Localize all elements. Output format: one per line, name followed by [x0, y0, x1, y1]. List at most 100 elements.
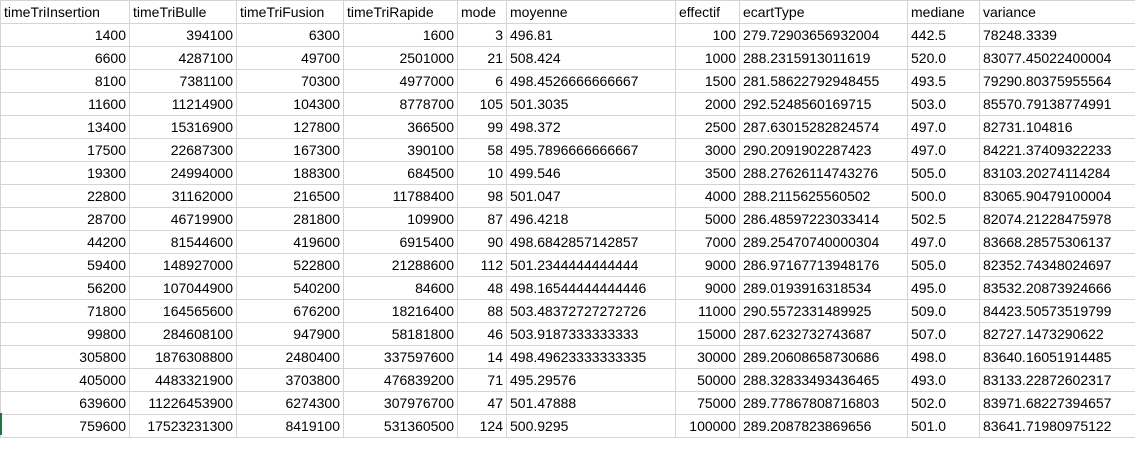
cell-ecartType[interactable]: 292.5248560169715	[739, 92, 908, 116]
cell-ecartType[interactable]: 289.20608658730686	[739, 345, 908, 369]
cell-timeTriBulle[interactable]: 31162000	[129, 184, 237, 208]
cell-effectif[interactable]: 15000	[675, 322, 740, 346]
cell-ecartType[interactable]: 286.48597223033414	[739, 207, 908, 231]
header-cell-mediane[interactable]: mediane	[907, 0, 980, 24]
cell-effectif[interactable]: 5000	[675, 207, 740, 231]
header-cell-moyenne[interactable]: moyenne	[506, 0, 676, 24]
cell-moyenne[interactable]: 495.7896666666667	[506, 138, 676, 162]
cell-ecartType[interactable]: 289.2087823869656	[739, 414, 908, 438]
cell-timeTriFusion[interactable]: 522800	[236, 253, 344, 277]
cell-timeTriFusion[interactable]: 947900	[236, 322, 344, 346]
cell-timeTriRapide[interactable]: 21288600	[343, 253, 458, 277]
cell-variance[interactable]: 83133.22872602317	[979, 368, 1135, 392]
cell-timeTriRapide[interactable]: 307976700	[343, 391, 458, 415]
cell-ecartType[interactable]: 286.97167713948176	[739, 253, 908, 277]
cell-mediane[interactable]: 501.0	[907, 414, 980, 438]
cell-variance[interactable]: 82727.1473290622	[979, 322, 1135, 346]
cell-timeTriFusion[interactable]: 49700	[236, 46, 344, 70]
cell-effectif[interactable]: 3000	[675, 138, 740, 162]
cell-timeTriBulle[interactable]: 164565600	[129, 299, 237, 323]
cell-timeTriBulle[interactable]: 15316900	[129, 115, 237, 139]
cell-timeTriFusion[interactable]: 104300	[236, 92, 344, 116]
cell-timeTriRapide[interactable]: 2501000	[343, 46, 458, 70]
cell-effectif[interactable]: 9000	[675, 253, 740, 277]
cell-timeTriFusion[interactable]: 676200	[236, 299, 344, 323]
cell-timeTriInsertion[interactable]: 22800	[0, 184, 130, 208]
cell-ecartType[interactable]: 289.0193916318534	[739, 276, 908, 300]
cell-effectif[interactable]: 2500	[675, 115, 740, 139]
cell-timeTriInsertion[interactable]: 99800	[0, 322, 130, 346]
cell-timeTriInsertion[interactable]: 405000	[0, 368, 130, 392]
cell-ecartType[interactable]: 289.25470740000304	[739, 230, 908, 254]
cell-ecartType[interactable]: 281.58622792948455	[739, 69, 908, 93]
cell-mediane[interactable]: 497.0	[907, 115, 980, 139]
cell-variance[interactable]: 83532.20873924666	[979, 276, 1135, 300]
cell-timeTriRapide[interactable]: 18216400	[343, 299, 458, 323]
cell-timeTriInsertion[interactable]: 6600	[0, 46, 130, 70]
cell-timeTriFusion[interactable]: 281800	[236, 207, 344, 231]
cell-moyenne[interactable]: 499.546	[506, 161, 676, 185]
header-cell-timeTriBulle[interactable]: timeTriBulle	[129, 0, 237, 24]
cell-ecartType[interactable]: 289.77867808716803	[739, 391, 908, 415]
cell-timeTriInsertion[interactable]: 1400	[0, 23, 130, 47]
cell-timeTriInsertion[interactable]: 44200	[0, 230, 130, 254]
cell-mode[interactable]: 87	[457, 207, 507, 231]
cell-variance[interactable]: 84423.50573519799	[979, 299, 1135, 323]
cell-timeTriRapide[interactable]: 337597600	[343, 345, 458, 369]
cell-timeTriInsertion[interactable]: 8100	[0, 69, 130, 93]
cell-mediane[interactable]: 498.0	[907, 345, 980, 369]
cell-moyenne[interactable]: 501.3035	[506, 92, 676, 116]
cell-effectif[interactable]: 11000	[675, 299, 740, 323]
cell-variance[interactable]: 85570.79138774991	[979, 92, 1135, 116]
cell-timeTriRapide[interactable]: 8778700	[343, 92, 458, 116]
cell-mediane[interactable]: 495.0	[907, 276, 980, 300]
cell-timeTriBulle[interactable]: 11226453900	[129, 391, 237, 415]
header-cell-effectif[interactable]: effectif	[675, 0, 740, 24]
cell-variance[interactable]: 82352.74348024697	[979, 253, 1135, 277]
cell-effectif[interactable]: 75000	[675, 391, 740, 415]
cell-mediane[interactable]: 505.0	[907, 161, 980, 185]
cell-timeTriFusion[interactable]: 167300	[236, 138, 344, 162]
cell-timeTriBulle[interactable]: 81544600	[129, 230, 237, 254]
cell-timeTriRapide[interactable]: 6915400	[343, 230, 458, 254]
cell-timeTriFusion[interactable]: 8419100	[236, 414, 344, 438]
header-cell-timeTriInsertion[interactable]: timeTriInsertion	[0, 0, 130, 24]
cell-mode[interactable]: 48	[457, 276, 507, 300]
cell-variance[interactable]: 83103.20274114284	[979, 161, 1135, 185]
cell-timeTriBulle[interactable]: 4483321900	[129, 368, 237, 392]
cell-variance[interactable]: 83077.45022400004	[979, 46, 1135, 70]
cell-mediane[interactable]: 502.5	[907, 207, 980, 231]
cell-mode[interactable]: 99	[457, 115, 507, 139]
cell-timeTriBulle[interactable]: 284608100	[129, 322, 237, 346]
cell-timeTriFusion[interactable]: 6300	[236, 23, 344, 47]
cell-mediane[interactable]: 505.0	[907, 253, 980, 277]
cell-effectif[interactable]: 50000	[675, 368, 740, 392]
cell-mode[interactable]: 98	[457, 184, 507, 208]
cell-variance[interactable]: 82074.21228475978	[979, 207, 1135, 231]
cell-moyenne[interactable]: 495.29576	[506, 368, 676, 392]
cell-mode[interactable]: 105	[457, 92, 507, 116]
cell-ecartType[interactable]: 290.5572331489925	[739, 299, 908, 323]
cell-timeTriBulle[interactable]: 7381100	[129, 69, 237, 93]
cell-mode[interactable]: 21	[457, 46, 507, 70]
cell-moyenne[interactable]: 496.4218	[506, 207, 676, 231]
cell-timeTriFusion[interactable]: 2480400	[236, 345, 344, 369]
cell-timeTriBulle[interactable]: 394100	[129, 23, 237, 47]
cell-timeTriBulle[interactable]: 107044900	[129, 276, 237, 300]
cell-variance[interactable]: 84221.37409322233	[979, 138, 1135, 162]
cell-timeTriInsertion[interactable]: 11600	[0, 92, 130, 116]
cell-mediane[interactable]: 503.0	[907, 92, 980, 116]
cell-mode[interactable]: 112	[457, 253, 507, 277]
cell-moyenne[interactable]: 501.047	[506, 184, 676, 208]
cell-mediane[interactable]: 520.0	[907, 46, 980, 70]
cell-mediane[interactable]: 497.0	[907, 138, 980, 162]
cell-variance[interactable]: 78248.3339	[979, 23, 1135, 47]
cell-mode[interactable]: 47	[457, 391, 507, 415]
cell-moyenne[interactable]: 498.4526666666667	[506, 69, 676, 93]
cell-timeTriFusion[interactable]: 127800	[236, 115, 344, 139]
cell-timeTriRapide[interactable]: 84600	[343, 276, 458, 300]
cell-timeTriBulle[interactable]: 24994000	[129, 161, 237, 185]
cell-timeTriFusion[interactable]: 3703800	[236, 368, 344, 392]
cell-moyenne[interactable]: 501.47888	[506, 391, 676, 415]
header-cell-timeTriRapide[interactable]: timeTriRapide	[343, 0, 458, 24]
